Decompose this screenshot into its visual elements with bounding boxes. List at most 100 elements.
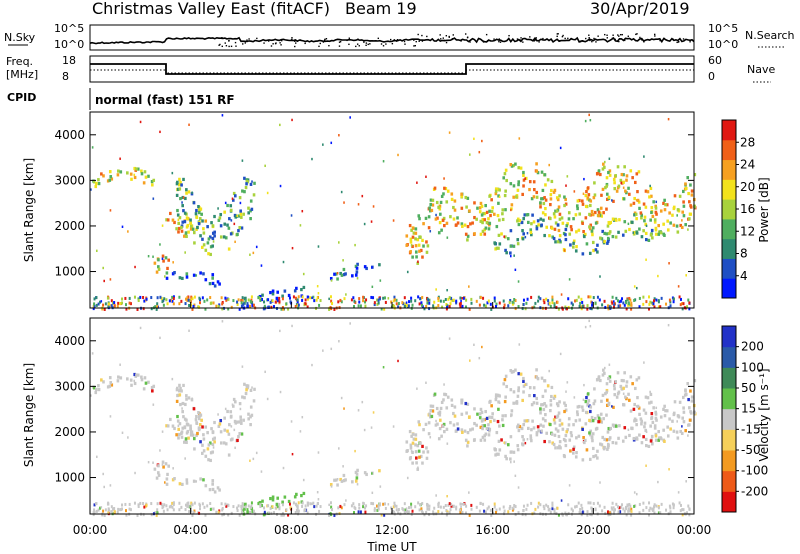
- velocity-cell: [623, 371, 626, 375]
- velocity-cell: [437, 411, 440, 415]
- velocity-cell: [581, 510, 584, 514]
- velocity-cell: [231, 404, 235, 408]
- velocity-cell: [405, 449, 409, 453]
- power-cell: [426, 301, 429, 305]
- power-cell: [493, 296, 496, 300]
- velocity-cell: [184, 457, 186, 460]
- velocity-cell: [597, 375, 601, 379]
- velocity-cell: [621, 439, 625, 443]
- power-cell: [287, 307, 290, 311]
- velocity-cell: [201, 443, 204, 447]
- velocity-cell: [217, 424, 221, 428]
- power-cell: [642, 302, 645, 306]
- power-cell: [465, 298, 468, 302]
- power-cell: [217, 207, 219, 210]
- power-cell: [184, 231, 188, 235]
- nsearch-point: [294, 45, 296, 48]
- velocity-cell: [672, 429, 676, 433]
- nsearch-point: [221, 45, 223, 48]
- power-cell: [588, 225, 591, 229]
- power-cell: [590, 209, 594, 214]
- velocity-cell: [587, 399, 591, 403]
- nsearch-point: [426, 35, 428, 38]
- power-cell: [411, 255, 414, 259]
- velocity-cell: [603, 371, 606, 375]
- velocity-cell: [90, 394, 92, 397]
- power-cell: [238, 225, 242, 230]
- velocity-cell: [544, 412, 547, 417]
- velocity-cell: [392, 425, 395, 428]
- velocity-cell: [557, 513, 560, 517]
- velocity-cell: [414, 505, 417, 509]
- power-cell: [520, 220, 524, 225]
- velocity-cell: [470, 503, 473, 507]
- velocity-cell: [139, 501, 142, 505]
- velocity-cell: [549, 403, 553, 407]
- power-cell: [219, 235, 223, 239]
- velocity-cell: [594, 454, 598, 458]
- velocity-cell: [150, 513, 153, 517]
- power-cell: [186, 296, 189, 300]
- power-cell: [113, 304, 116, 308]
- power-cell: [434, 217, 438, 221]
- frequency-panel-frame: [89, 55, 695, 83]
- power-cell: [444, 187, 448, 191]
- velocity-cell: [645, 430, 648, 434]
- velocity-cell: [279, 329, 281, 333]
- nsearch-point: [391, 42, 394, 45]
- velocity-cell: [292, 501, 295, 505]
- power-cell: [540, 223, 543, 227]
- velocity-cell: [248, 510, 251, 514]
- velocity-cell: [517, 486, 520, 489]
- power-cell: [440, 228, 443, 232]
- power-cell: [591, 303, 594, 307]
- velocity-cell: [397, 359, 399, 363]
- velocity-cell: [487, 433, 491, 437]
- velocity-cell: [165, 482, 169, 486]
- power-cell: [555, 209, 559, 213]
- velocity-cell: [657, 429, 660, 434]
- power-cell: [589, 199, 593, 203]
- velocity-cell: [202, 478, 205, 482]
- power-cell: [331, 301, 334, 305]
- power-cell: [244, 299, 247, 303]
- power-cell: [178, 183, 181, 187]
- velocity-cell: [249, 423, 252, 427]
- power-cell: [227, 247, 231, 251]
- power-cell: [578, 212, 582, 216]
- power-cell: [633, 213, 636, 217]
- velocity-cell: [162, 465, 165, 469]
- power-cell: [212, 301, 215, 305]
- power-cell: [588, 212, 591, 217]
- velocity-cell: [252, 457, 255, 461]
- velocity-cell: [625, 507, 628, 511]
- power-cell: [603, 299, 606, 303]
- power-cell: [511, 302, 514, 306]
- power-cell: [448, 131, 451, 134]
- power-cell: [150, 296, 153, 300]
- velocity-cell: [586, 510, 589, 514]
- velocity-cell: [539, 503, 542, 507]
- power-cell: [448, 296, 451, 300]
- power-cell: [688, 200, 691, 204]
- power-cell: [125, 307, 128, 311]
- power-cell: [662, 222, 665, 226]
- power-cell: [539, 205, 542, 209]
- power-cell: [684, 182, 687, 186]
- velocity-cell: [178, 393, 182, 397]
- power-cell: [287, 293, 291, 298]
- power-cell: [605, 207, 608, 211]
- velocity-cell: [689, 389, 692, 393]
- velocity-cell: [185, 422, 189, 426]
- velocity-cell: [460, 428, 464, 432]
- power-cell: [250, 295, 253, 299]
- nsearch-point: [529, 36, 531, 38]
- power-cell: [627, 303, 630, 307]
- velocity-cell: [209, 502, 212, 506]
- velocity-cell: [304, 504, 307, 508]
- velocity-cell: [186, 502, 189, 506]
- velocity-cell: [611, 501, 614, 505]
- power-cell: [620, 181, 623, 185]
- velocity-cell: [560, 422, 564, 426]
